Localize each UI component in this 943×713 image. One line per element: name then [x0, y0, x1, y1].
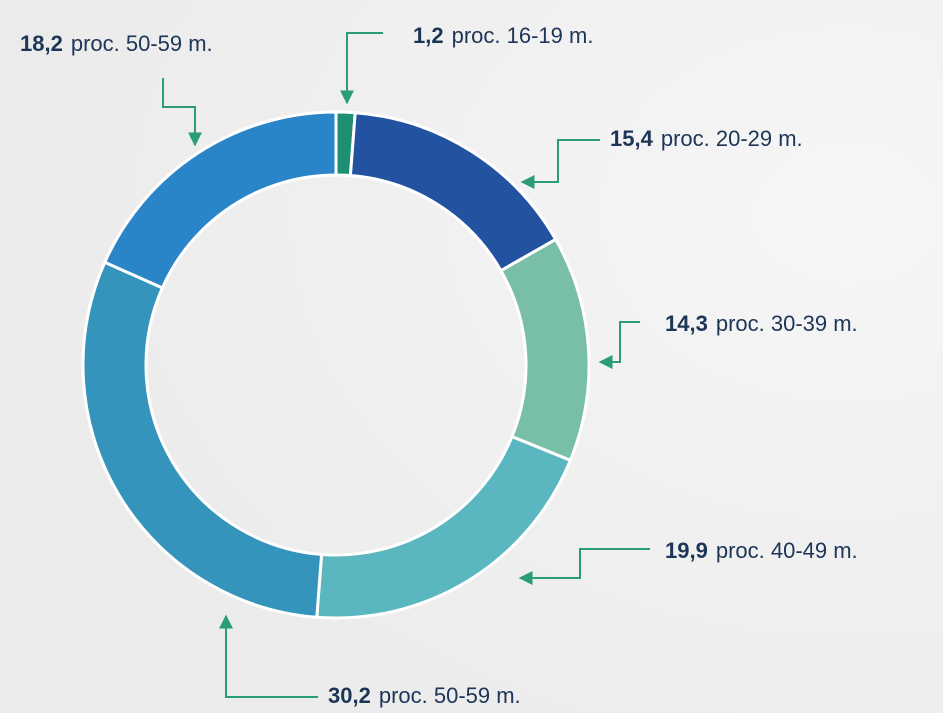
value-label: 1,2 [413, 23, 444, 48]
slice-label: 30,2 proc. 50-59 m. [328, 683, 521, 708]
slice-label: 14,3 proc. 30-39 m. [665, 311, 858, 336]
category-label: proc. 40-49 m. [716, 538, 858, 563]
donut-slice [102, 110, 338, 290]
arrow [518, 548, 650, 585]
arrow [340, 32, 383, 105]
value-label: 18,2 [20, 31, 63, 56]
value-label: 14,3 [665, 311, 708, 336]
leader-arrows [162, 32, 650, 698]
slice-label: 19,9 proc. 40-49 m. [665, 538, 858, 563]
donut-slice [81, 260, 324, 619]
slice-label: 18,2 proc. 50-59 m. [20, 31, 213, 56]
slice-label: 15,4 proc. 20-29 m. [610, 126, 803, 151]
value-label: 15,4 [610, 126, 654, 151]
arrow [520, 139, 600, 189]
category-label: proc. 20-29 m. [661, 126, 803, 151]
arrow [219, 614, 318, 698]
value-label: 19,9 [665, 538, 708, 563]
value-label: 30,2 [328, 683, 371, 708]
category-label: proc. 50-59 m. [71, 31, 213, 56]
category-label: proc. 16-19 m. [452, 23, 594, 48]
arrow [598, 321, 640, 369]
category-label: proc. 50-59 m. [379, 683, 521, 708]
arrow [162, 78, 202, 147]
category-label: proc. 30-39 m. [716, 311, 858, 336]
slice-label: 1,2 proc. 16-19 m. [413, 23, 593, 48]
